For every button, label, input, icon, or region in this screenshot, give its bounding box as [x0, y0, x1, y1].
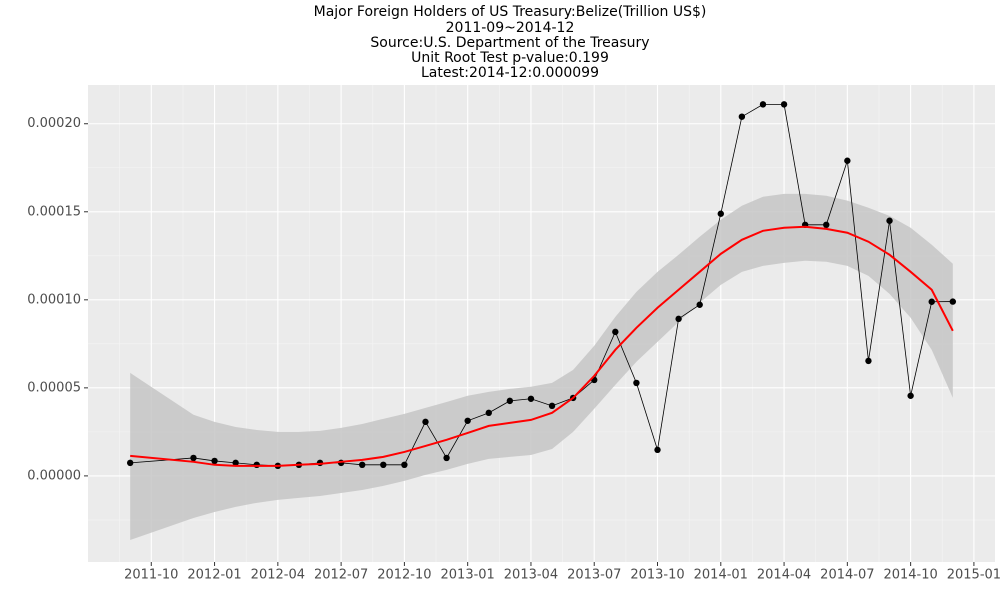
x-tick-label: 2012-07: [314, 568, 368, 583]
x-tick-label: 2011-10: [124, 568, 178, 583]
data-point: [907, 392, 914, 399]
data-point: [485, 409, 492, 417]
data-point: [654, 446, 661, 454]
data-point: [527, 395, 535, 402]
chart-subtitle: Latest:2014-12:0.000099: [421, 65, 599, 81]
chart-subtitle: Unit Root Test p-value:0.199: [411, 50, 609, 66]
x-tick-label: 2014-04: [757, 568, 811, 583]
data-point: [949, 298, 957, 305]
chart-subtitle: 2011-09~2014-12: [446, 20, 575, 36]
data-point: [359, 461, 366, 469]
chart-subtitle: Source:U.S. Department of the Treasury: [370, 35, 649, 51]
data-point: [126, 459, 134, 467]
y-tick-label: 0.00005: [27, 380, 81, 395]
x-tick-label: 2013-07: [567, 568, 621, 583]
y-tick-label: 0.00000: [27, 468, 81, 483]
y-tick-label: 0.00015: [27, 204, 81, 219]
data-point: [759, 101, 767, 108]
x-tick-label: 2015-01: [947, 568, 1000, 583]
data-point: [675, 315, 682, 323]
data-point: [738, 113, 746, 120]
x-tick-label: 2013-10: [630, 568, 684, 583]
data-point: [506, 397, 514, 405]
data-point: [844, 157, 851, 164]
data-point: [548, 402, 556, 410]
data-point: [633, 379, 640, 387]
x-tick-label: 2013-04: [504, 568, 558, 583]
x-tick-label: 2012-01: [187, 568, 241, 583]
data-point: [780, 101, 788, 108]
x-tick-label: 2014-01: [694, 568, 748, 583]
data-point: [380, 461, 387, 469]
data-point: [190, 454, 197, 462]
data-point: [253, 461, 260, 469]
x-tick-label: 2013-01: [441, 568, 495, 583]
data-point: [696, 301, 703, 308]
y-tick-label: 0.00010: [27, 292, 81, 307]
confidence-band: [130, 193, 953, 540]
data-point: [717, 210, 724, 217]
data-point: [401, 461, 408, 469]
grid: [88, 85, 995, 562]
data-point: [422, 418, 429, 426]
x-tick-label: 2012-04: [251, 568, 305, 583]
x-tick-label: 2014-10: [883, 568, 937, 583]
data-point: [443, 454, 450, 462]
x-tick-label: 2012-10: [377, 568, 431, 583]
data-point: [464, 417, 471, 424]
data-point: [865, 357, 872, 365]
data-point: [886, 217, 893, 224]
data-point: [232, 459, 239, 467]
smooth-line: [130, 225, 954, 467]
y-tick-label: 0.00020: [27, 116, 81, 131]
data-point: [211, 457, 218, 465]
data-point: [612, 328, 619, 336]
data-point: [823, 221, 830, 229]
data-point: [928, 298, 935, 305]
x-tick-label: 2014-07: [820, 568, 874, 583]
chart-title: Major Foreign Holders of US Treasury:Bel…: [314, 4, 707, 20]
